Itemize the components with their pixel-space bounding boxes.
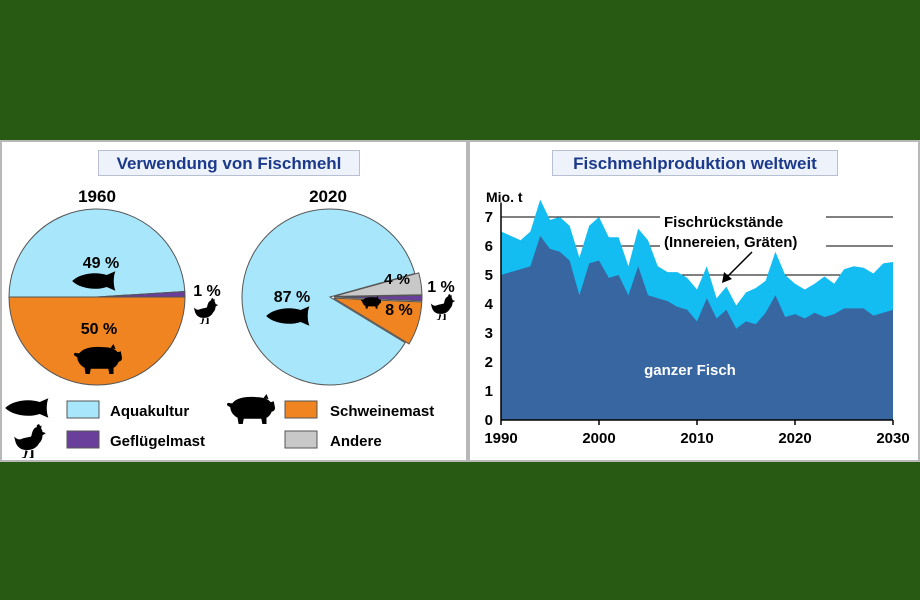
x-tick-label-2030: 2030 [876,430,909,447]
pie-2020-label-aquakultur: 87 % [274,289,310,306]
legend-swatch-schweinemast [284,400,318,419]
legend-swatch-gefluegelmast [66,430,100,449]
x-tick-label-2010: 2010 [680,430,713,447]
x-tick-label-1990: 1990 [484,430,517,447]
y-tick-label-4: 4 [485,296,494,313]
axes [500,202,894,425]
legend-label-andere: Andere [330,433,382,450]
y-tick-label-1: 1 [485,383,493,400]
y-axis-label: Mio. t [486,189,523,205]
y-tick-label-0: 0 [485,412,493,429]
annotation-innereien-graeten: (Innereien, Gräten) [664,234,797,251]
area-series-ganzer-fisch [501,235,893,420]
pie-2020-label-schweinemast: 8 % [385,302,413,319]
pie-2020-title: 2020 [309,187,347,206]
left-panel-title: Verwendung von Fischmehl [98,150,360,176]
legend-pig-icon [226,394,276,424]
y-tick-label-3: 3 [485,325,493,342]
annotation-background [660,212,826,252]
pie-1960-label-aquakultur: 49 % [83,255,119,272]
legend-label-aquakultur: Aquakultur [110,403,189,420]
pie-slice-andere [333,272,423,297]
chicken-icon [430,294,456,320]
x-tick-label-2000: 2000 [582,430,615,447]
area-chart [501,199,893,420]
legend-swatch-andere [284,430,318,449]
annotation-fischrueckstaende: Fischrückstände [664,214,783,231]
pie-2020-label-andere: 4 % [384,271,410,288]
legend-label-gefluegelmast: Geflügelmast [110,433,205,450]
legend-fish-icon [5,398,49,418]
annotation-arrowhead [722,272,732,283]
pie-slice-aquakultur [241,208,416,386]
pie-chart-1960 [8,208,186,386]
legend-swatch-aquakultur [66,400,100,419]
pie-1960-title: 1960 [78,187,116,206]
right-panel-title: Fischmehlproduktion weltweit [552,150,838,176]
y-tick-label-7: 7 [485,209,493,226]
pie-1960-label-gefluegelmast: 1 % [193,283,221,300]
tick-labels: 0 1 2 3 4 5 6 7 1990 2000 2010 2020 2030 [484,209,909,447]
legend-chicken-icon [14,424,46,458]
pie-chart-2020 [241,208,423,386]
pie-slice-schweinemast [333,297,423,345]
y-tick-label-5: 5 [485,267,493,284]
chicken-icon [193,298,219,324]
pie-1960-label-schweinemast: 50 % [81,321,117,338]
annotation-ganzer-fisch: ganzer Fisch [644,362,736,379]
y-tick-label-2: 2 [485,354,493,371]
pie-slice-gefluegelmast [333,294,423,302]
annotation-arrow [725,251,753,279]
pie-slice-aquakultur [8,208,186,298]
pie-2020-label-gefluegelmast: 1 % [427,279,455,296]
legend-label-schweinemast: Schweinemast [330,403,434,420]
pie-slice-schweinemast [8,296,186,386]
y-tick-label-6: 6 [485,238,493,255]
x-tick-label-2020: 2020 [778,430,811,447]
